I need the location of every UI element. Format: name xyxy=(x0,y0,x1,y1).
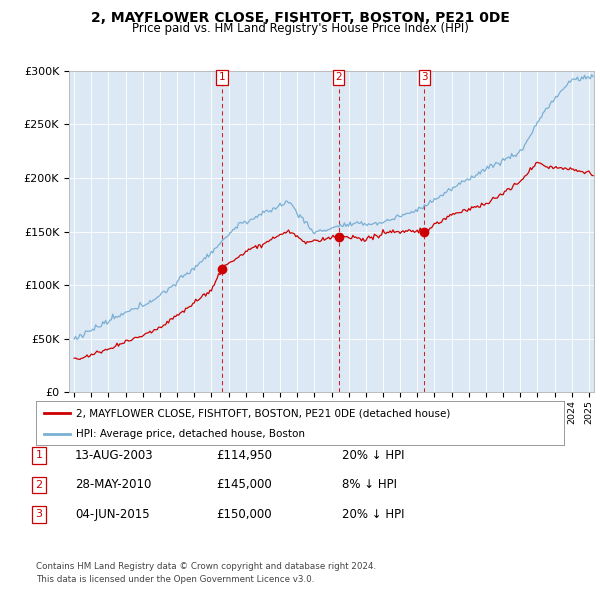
Text: 2, MAYFLOWER CLOSE, FISHTOFT, BOSTON, PE21 0DE (detached house): 2, MAYFLOWER CLOSE, FISHTOFT, BOSTON, PE… xyxy=(76,408,450,418)
Text: 8% ↓ HPI: 8% ↓ HPI xyxy=(342,478,397,491)
Text: 20% ↓ HPI: 20% ↓ HPI xyxy=(342,508,404,521)
Text: £114,950: £114,950 xyxy=(216,449,272,462)
Text: Price paid vs. HM Land Registry's House Price Index (HPI): Price paid vs. HM Land Registry's House … xyxy=(131,22,469,35)
Text: 28-MAY-2010: 28-MAY-2010 xyxy=(75,478,151,491)
Text: 13-AUG-2003: 13-AUG-2003 xyxy=(75,449,154,462)
Text: 04-JUN-2015: 04-JUN-2015 xyxy=(75,508,149,521)
Text: 1: 1 xyxy=(219,73,226,83)
Text: 1: 1 xyxy=(35,451,43,460)
Text: 2: 2 xyxy=(335,73,342,83)
Text: Contains HM Land Registry data © Crown copyright and database right 2024.: Contains HM Land Registry data © Crown c… xyxy=(36,562,376,571)
Text: This data is licensed under the Open Government Licence v3.0.: This data is licensed under the Open Gov… xyxy=(36,575,314,584)
Text: 2, MAYFLOWER CLOSE, FISHTOFT, BOSTON, PE21 0DE: 2, MAYFLOWER CLOSE, FISHTOFT, BOSTON, PE… xyxy=(91,11,509,25)
Text: 3: 3 xyxy=(35,510,43,519)
Text: HPI: Average price, detached house, Boston: HPI: Average price, detached house, Bost… xyxy=(76,428,305,438)
Text: £145,000: £145,000 xyxy=(216,478,272,491)
Text: 3: 3 xyxy=(421,73,428,83)
Text: 20% ↓ HPI: 20% ↓ HPI xyxy=(342,449,404,462)
Text: 2: 2 xyxy=(35,480,43,490)
Text: £150,000: £150,000 xyxy=(216,508,272,521)
